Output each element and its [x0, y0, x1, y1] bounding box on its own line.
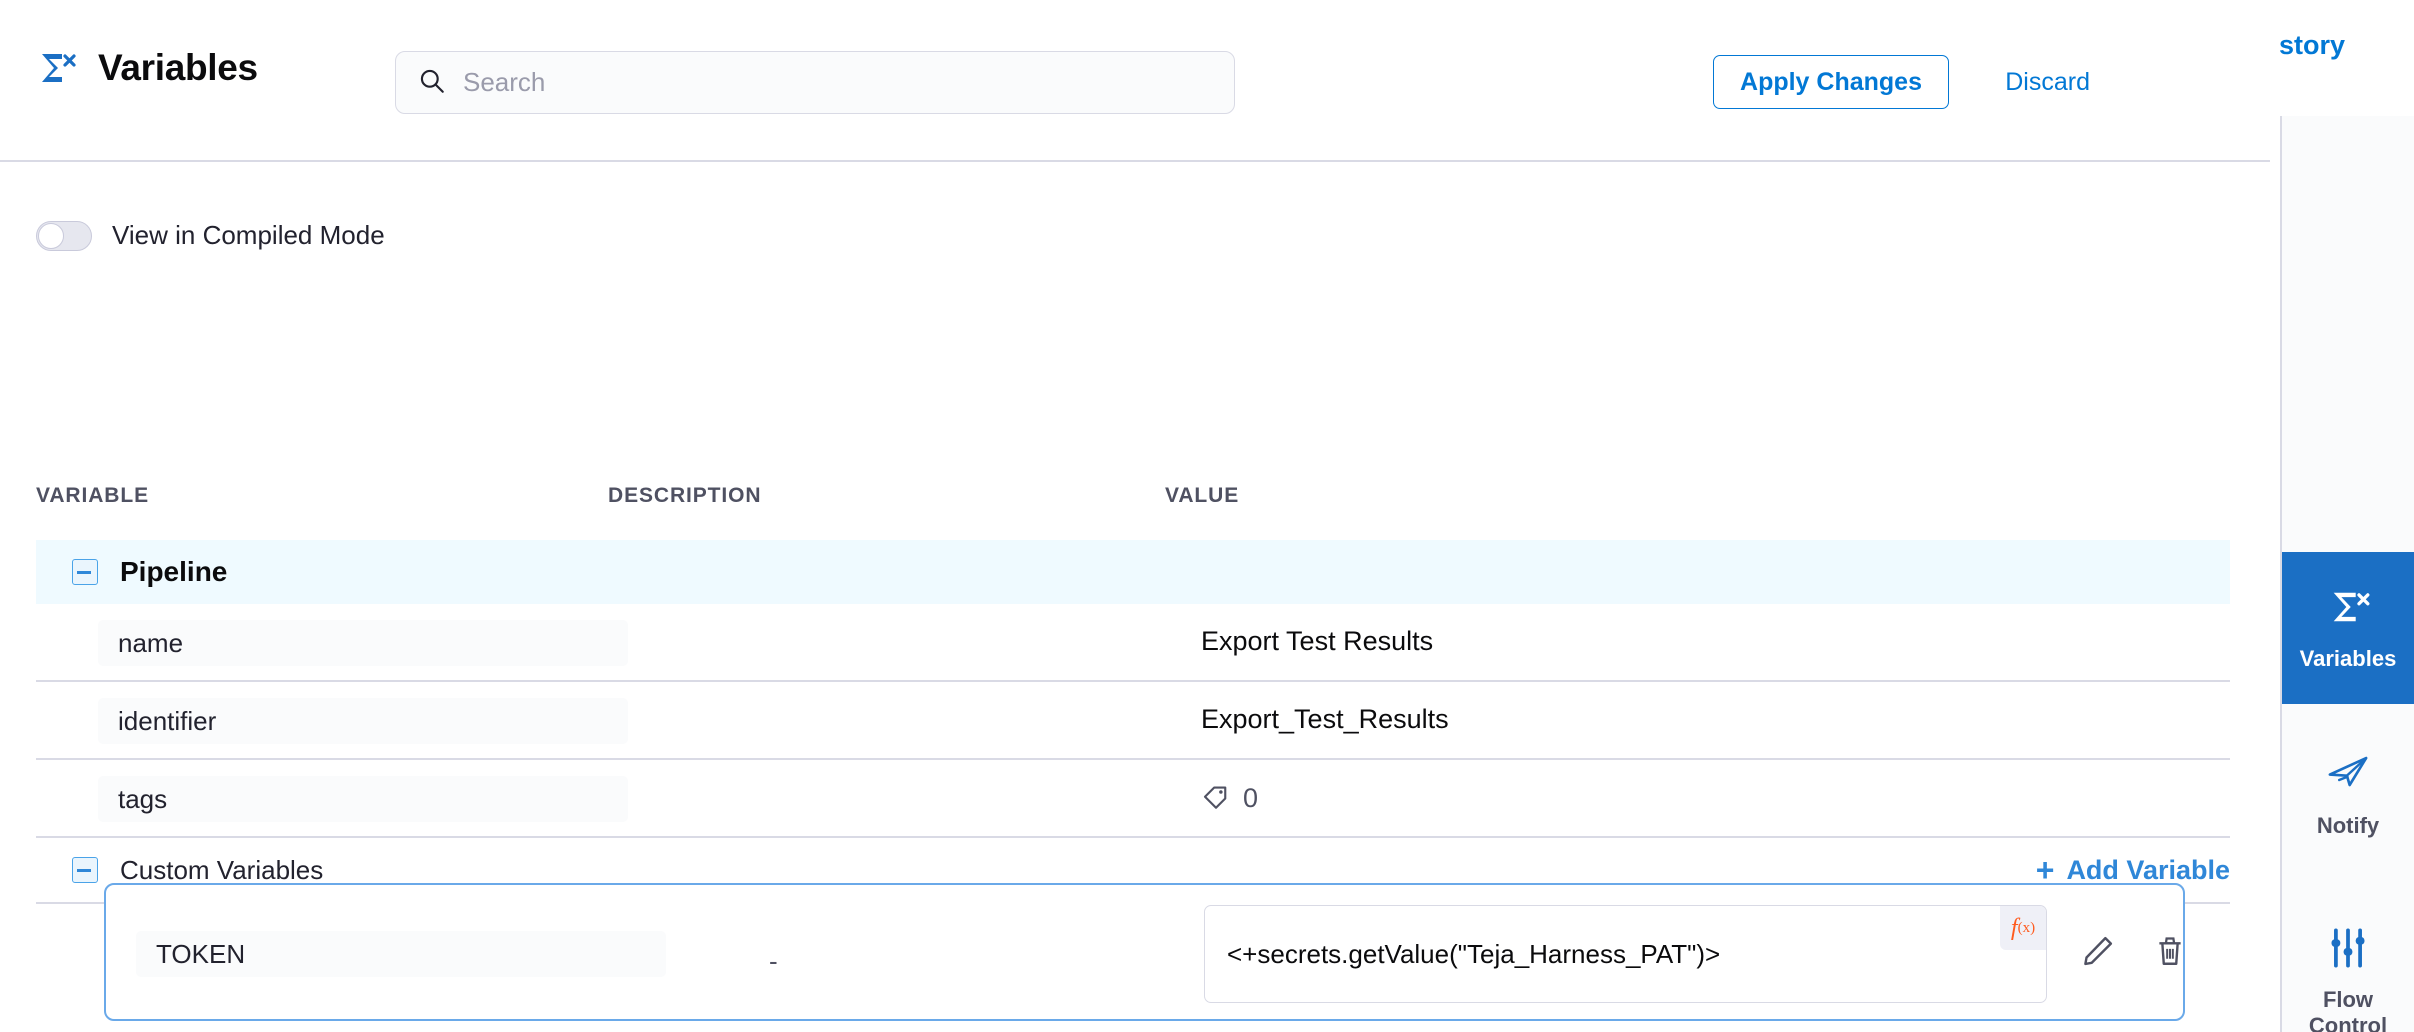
- page-title: Variables: [98, 47, 258, 88]
- table-row[interactable]: identifier Export_Test_Results: [36, 682, 2230, 760]
- history-tab[interactable]: story: [2279, 30, 2346, 60]
- add-variable-label: Add Variable: [2066, 854, 2230, 885]
- fx-label: f: [2010, 914, 2018, 941]
- group-label: Pipeline: [120, 556, 228, 587]
- panel-header: Variables Apply Changes Discard: [0, 0, 2270, 162]
- tag-count: 0: [1243, 783, 1259, 813]
- variable-description: -: [769, 946, 778, 976]
- variable-value-input[interactable]: <+secrets.getValue("Teja_Harness_PAT")> …: [1204, 905, 2047, 1003]
- toggle-knob: [38, 222, 64, 249]
- search-box[interactable]: [395, 51, 1235, 114]
- rail-item-variables[interactable]: Variables: [2282, 552, 2414, 704]
- compiled-mode-toggle[interactable]: [36, 220, 92, 251]
- column-header-value: VALUE: [1165, 484, 1240, 507]
- trash-icon[interactable]: [2153, 934, 2187, 973]
- column-header-variable: VARIABLE: [36, 484, 149, 507]
- variable-value-text: <+secrets.getValue("Teja_Harness_PAT")>: [1227, 939, 1721, 969]
- rail-item-flow-control[interactable]: Flow Control: [2282, 906, 2414, 1032]
- table-row[interactable]: name Export Test Results: [36, 604, 2230, 682]
- row-actions: [2081, 934, 2187, 973]
- variable-value-tags: 0: [1201, 780, 1258, 817]
- variable-name-field[interactable]: identifier: [98, 698, 628, 744]
- tag-icon: [1201, 780, 1231, 817]
- rail-item-label-line2: Control: [2308, 1012, 2388, 1032]
- group-label: Custom Variables: [120, 854, 324, 885]
- table-row[interactable]: tags 0: [36, 760, 2230, 838]
- variable-value: Export_Test_Results: [1201, 704, 1449, 734]
- group-header-pipeline[interactable]: Pipeline: [36, 540, 2230, 604]
- rail-item-label: Flow Control: [2309, 987, 2387, 1032]
- panel-body: View in Compiled Mode VARIABLE DESCRIPTI…: [0, 162, 2270, 1032]
- add-variable-button[interactable]: + Add Variable: [2035, 851, 2230, 888]
- title-group: Variables: [36, 48, 258, 88]
- apply-changes-button[interactable]: Apply Changes: [1713, 55, 1949, 109]
- compiled-mode-label: View in Compiled Mode: [112, 220, 385, 250]
- rail-item-label: Variables: [2299, 645, 2397, 671]
- fx-expression-icon[interactable]: f (x): [2000, 906, 2046, 950]
- search-input[interactable]: [463, 67, 1212, 98]
- sigma-x-icon: [2326, 585, 2370, 634]
- sigma-x-icon: [36, 48, 76, 88]
- variable-name-field[interactable]: tags: [98, 776, 628, 822]
- sliders-icon: [2326, 926, 2370, 975]
- minus-square-icon[interactable]: [72, 559, 98, 585]
- column-header-description: DESCRIPTION: [608, 484, 762, 507]
- rail-item-notify[interactable]: Notify: [2282, 730, 2414, 860]
- paper-plane-icon: [2326, 752, 2370, 801]
- fx-sub: (x): [2017, 919, 2036, 936]
- compiled-mode-row: View in Compiled Mode: [36, 220, 385, 251]
- right-rail: Variables Notify: [2280, 116, 2414, 1032]
- variable-name-field[interactable]: name: [98, 620, 628, 666]
- rail-item-label-line1: Flow: [2322, 986, 2374, 1012]
- plus-icon: +: [2035, 851, 2055, 888]
- rail-item-label: Notify: [2316, 812, 2380, 838]
- variable-name-field[interactable]: TOKEN: [136, 931, 666, 977]
- minus-square-icon[interactable]: [72, 857, 98, 883]
- variable-value: Export Test Results: [1201, 626, 1434, 656]
- search-icon: [418, 67, 445, 99]
- table-row-selected[interactable]: TOKEN - <+secrets.getValue("Teja_Harness…: [104, 883, 2185, 1021]
- discard-button[interactable]: Discard: [2005, 55, 2090, 109]
- pencil-icon[interactable]: [2081, 934, 2115, 973]
